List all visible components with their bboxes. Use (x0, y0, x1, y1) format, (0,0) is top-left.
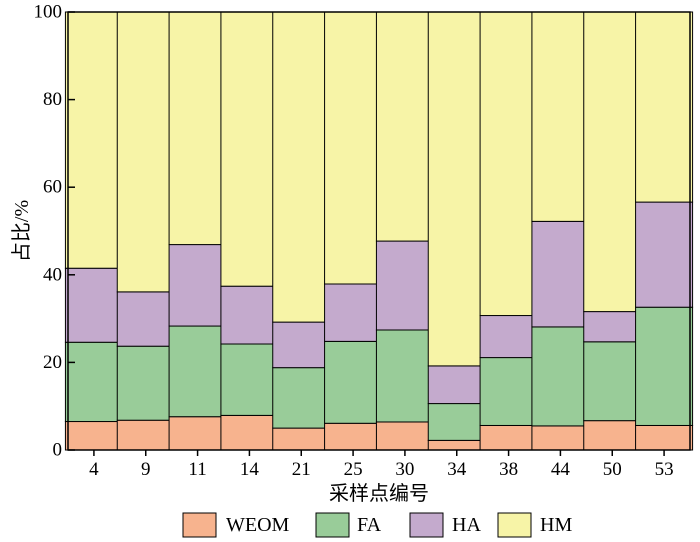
legend-swatch-fa (315, 512, 350, 538)
x-tick-label: 14 (240, 459, 260, 480)
bar-weom-14 (220, 414, 279, 451)
bar-fa-25 (324, 340, 383, 424)
bar-ha-4 (64, 267, 123, 343)
bar-hm-11 (168, 11, 227, 246)
bar-hm-4 (64, 11, 123, 269)
bar-ha-53 (635, 201, 694, 308)
bar-hm-25 (324, 11, 383, 285)
bar-hm-34 (427, 11, 486, 367)
bar-ha-14 (220, 285, 279, 345)
x-tick-label: 50 (603, 459, 622, 480)
legend-swatch-ha (409, 512, 444, 538)
bar-weom-38 (479, 424, 538, 451)
bar-weom-9 (116, 419, 175, 451)
y-tick-label: 20 (43, 352, 62, 373)
y-tick-label: 40 (43, 264, 62, 285)
bar-weom-21 (272, 427, 331, 451)
bar-weom-4 (64, 421, 123, 451)
bar-fa-14 (220, 343, 279, 416)
x-tick-label: 21 (292, 459, 311, 480)
bar-weom-25 (324, 422, 383, 451)
bar-ha-9 (116, 291, 175, 347)
y-tick-label: 0 (53, 440, 63, 461)
bar-hm-53 (635, 11, 694, 203)
y-axis-label: 占比/% (10, 200, 33, 262)
x-tick-label: 25 (344, 459, 363, 480)
bar-hm-14 (220, 11, 279, 287)
bar-weom-30 (375, 421, 434, 451)
legend-label-ha: HA (452, 514, 481, 536)
bars-layer (64, 11, 694, 451)
bar-fa-53 (635, 306, 694, 426)
bar-fa-21 (272, 367, 331, 429)
bar-fa-50 (583, 341, 642, 422)
bar-hm-30 (375, 11, 434, 242)
bar-weom-11 (168, 416, 227, 451)
bar-ha-38 (479, 315, 538, 359)
bar-fa-9 (116, 345, 175, 421)
legend-label-hm: HM (540, 514, 572, 536)
bar-hm-44 (531, 11, 590, 222)
y-tick-label: 60 (43, 177, 62, 198)
x-tick-label: 9 (141, 459, 151, 480)
bar-ha-25 (324, 283, 383, 342)
bar-ha-30 (375, 240, 434, 331)
y-axis: 0 20 40 60 80 100 (34, 2, 75, 461)
x-axis-label: 采样点编号 (329, 482, 429, 505)
x-axis: 4 9 11 14 21 25 30 34 38 44 50 53 (89, 450, 674, 480)
x-tick-label: 44 (551, 459, 571, 480)
bar-fa-44 (531, 326, 590, 427)
bar-weom-53 (635, 424, 694, 451)
bar-fa-11 (168, 325, 227, 418)
plot-frame (67, 11, 691, 451)
legend-swatch-hm (497, 512, 532, 538)
bar-hm-21 (272, 11, 331, 323)
bar-fa-34 (427, 403, 486, 441)
legend-label-weom: WEOM (226, 514, 290, 536)
bar-hm-50 (583, 11, 642, 313)
bar-weom-34 (427, 439, 486, 451)
y-tick-label: 80 (43, 89, 62, 110)
bar-ha-21 (272, 321, 331, 369)
y-tick-label: 100 (34, 2, 63, 23)
x-tick-label: 4 (89, 459, 99, 480)
bar-ha-50 (583, 311, 642, 343)
bar-weom-44 (531, 425, 590, 451)
x-tick-label: 53 (655, 459, 674, 480)
legend: WEOM FA HA HM (182, 512, 572, 538)
legend-swatch-weom (182, 512, 217, 538)
bar-ha-11 (168, 244, 227, 327)
bar-weom-50 (583, 420, 642, 451)
legend-label-fa: FA (357, 514, 382, 536)
bar-hm-9 (116, 11, 175, 293)
bar-fa-38 (479, 357, 538, 426)
x-tick-label: 30 (395, 459, 414, 480)
bar-fa-4 (64, 341, 123, 423)
x-tick-label: 34 (447, 459, 467, 480)
x-tick-label: 38 (499, 459, 518, 480)
x-tick-label: 11 (188, 459, 206, 480)
bar-ha-44 (531, 220, 590, 328)
bar-ha-34 (427, 365, 486, 405)
bar-hm-38 (479, 11, 538, 317)
bar-fa-30 (375, 329, 434, 423)
